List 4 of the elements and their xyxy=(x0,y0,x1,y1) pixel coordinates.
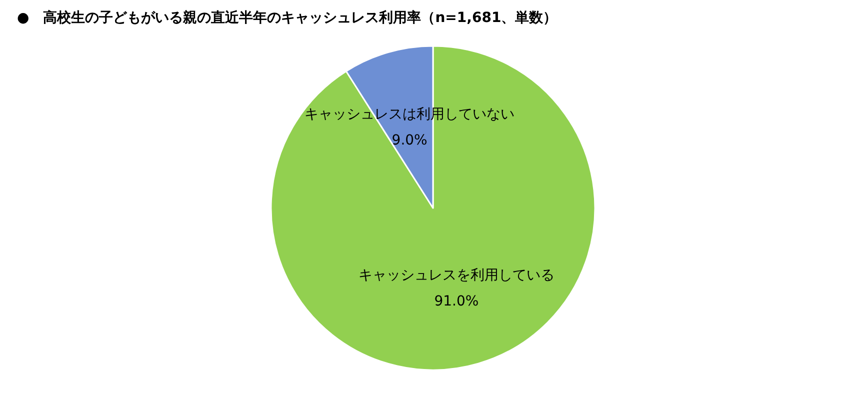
slice-label: キャッシュレスを利用している xyxy=(358,268,554,284)
chart-title: ● 高校生の子どもがいる親の直近半年のキャッシュレス利用率（n=1,681、単数） xyxy=(17,9,558,26)
data-label: 91.0% xyxy=(434,294,479,310)
data-label: 9.0% xyxy=(392,132,428,148)
